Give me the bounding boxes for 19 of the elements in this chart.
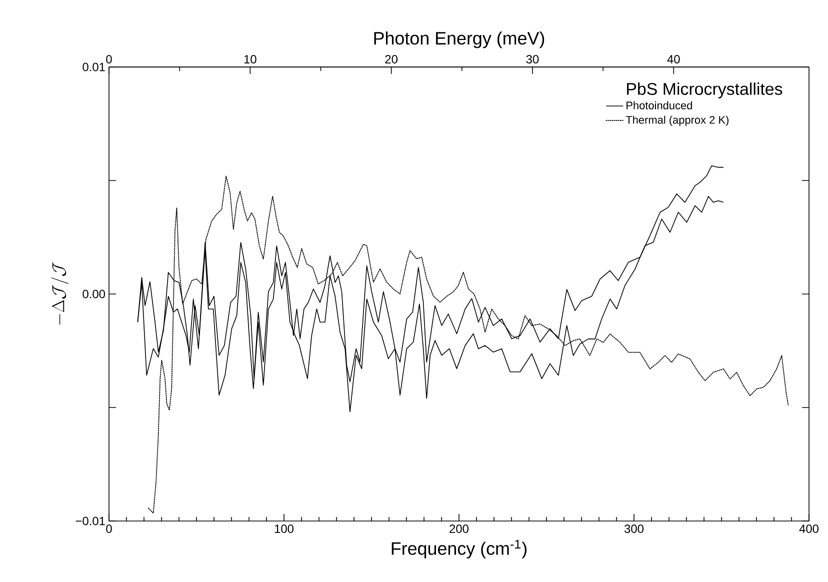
y-tick-label: −0.01	[76, 516, 105, 526]
x-axis-title: Frequency (cm$^{-1}$)	[392, 540, 526, 558]
x-tick-label: 300	[624, 524, 644, 533]
x2-tick-label: 30	[526, 55, 539, 64]
x-tick-label: 100	[274, 524, 294, 533]
legend-label: Thermal (approx 2 K)	[626, 116, 728, 126]
legend-title: PbS Microcrystallites	[627, 82, 782, 98]
x-tick-label: 0	[106, 524, 112, 533]
x2-tick-label: 10	[244, 55, 256, 64]
x2-tick-label: 40	[667, 55, 680, 64]
y-tick-label: 0.01	[82, 62, 105, 72]
y-tick-label: 0.00	[82, 290, 106, 298]
x-tick-label: 400	[799, 524, 819, 533]
legend-label: Photoinduced	[626, 101, 692, 110]
x2-axis-title: Photon Energy (meV)	[374, 31, 544, 48]
x2-tick-label: 0	[106, 55, 112, 64]
y-axis-title: $-\Delta\mathcal{J}/\mathcal{J}$	[51, 262, 68, 325]
x-tick-label: 200	[450, 524, 469, 533]
x2-tick-label: 20	[385, 55, 398, 64]
